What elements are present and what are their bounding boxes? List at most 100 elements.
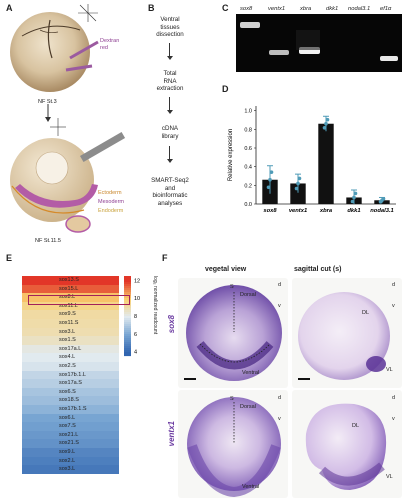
row-sox8: sox8 — [167, 315, 176, 334]
gel-lane-sox8: sox8 — [240, 6, 253, 12]
image-ventx1-vegetal — [178, 390, 288, 498]
x-tick-label: ventx1 — [289, 208, 307, 214]
y-tick-label: 0.6 — [244, 146, 252, 152]
colorbar-label: log₂ normalized readcount — [152, 276, 158, 335]
ventral-label-1: Ventral — [242, 370, 260, 376]
y-tick-label: 0.8 — [244, 127, 252, 133]
heatmap-row: sox4.L — [22, 353, 119, 362]
x-tick-label: xbra — [319, 208, 333, 214]
colorbar-segment — [124, 316, 131, 319]
s-label-2: S — [230, 396, 234, 402]
heatmap-row-label: sox6.L — [59, 414, 76, 421]
data-point — [269, 170, 274, 174]
x-tick-label: dkk1 — [347, 208, 360, 214]
flow-arrow-3 — [166, 146, 173, 163]
heatmap-row: sox1.S — [22, 336, 119, 345]
vl-label-1: VL — [386, 367, 393, 373]
axis-d-3: d — [278, 282, 282, 288]
heatmap-row-label: sox13.S — [59, 277, 79, 283]
heatmap-row-label: sox2.S — [59, 363, 76, 369]
colorbar-tick-label: 4 — [134, 350, 137, 356]
heatmap-row: sox18.S — [22, 396, 119, 405]
stage-st3-label: NF St.3 — [38, 99, 57, 105]
col-sagittal: sagittal cut (s) — [294, 266, 342, 273]
data-point — [296, 181, 300, 186]
heatmap-row-label: sox3.L — [59, 466, 76, 473]
bar-chart: 0.0 0.2 0.4 0.6 0.8 1.0 Relative expression sox… — [228, 106, 396, 214]
heatmap-row: sox15.L — [22, 284, 119, 294]
y-axis-label: Relative expression — [228, 129, 234, 181]
colorbar-segment — [124, 288, 131, 291]
panel-c-label: C — [222, 3, 229, 13]
image-sox8-vegetal — [178, 278, 288, 388]
row-ventx1: ventx1 — [167, 421, 176, 447]
colorbar-segment — [124, 350, 131, 353]
bar-ventx1 — [290, 183, 306, 204]
data-point — [268, 177, 272, 182]
heatmap-row: sox17b.1.S — [22, 405, 119, 414]
heatmap-row-label: sox15.L — [59, 285, 79, 292]
vl-label-2: VL — [386, 474, 393, 480]
axis-v-2: v — [392, 416, 395, 422]
colorbar-segment — [124, 328, 131, 331]
colorbar-segment — [124, 312, 131, 315]
step-dissection: Ventral tissues dissection — [156, 16, 184, 38]
panel-b-label: B — [148, 3, 155, 13]
colorbar-segment — [124, 314, 131, 317]
gel-lane-ef1a: ef1α — [380, 6, 392, 12]
colorbar-segment — [124, 280, 131, 283]
heatmap-row: sox17a.S — [22, 379, 119, 388]
colorbar-segment — [124, 326, 131, 329]
flow-arrow-1 — [166, 43, 173, 60]
heatmap-row: sox21.L — [22, 430, 119, 440]
colorbar-segment — [124, 322, 131, 325]
colorbar-tick-label: 6 — [134, 332, 137, 338]
colorbar-segment — [124, 324, 131, 327]
image-sox8-sagittal — [292, 278, 402, 388]
panel-a-label: A — [6, 3, 13, 13]
heatmap-row-label: sox17b.1.L — [59, 371, 86, 378]
gel-image — [236, 14, 402, 72]
colorbar-segment — [124, 354, 131, 357]
data-point — [324, 121, 328, 126]
heatmap-row-label: sox7.S — [59, 423, 76, 430]
colorbar-segment — [124, 292, 131, 295]
colorbar-segment — [124, 284, 131, 287]
colorbar-segment — [124, 332, 131, 335]
y-tick-label: 0.0 — [244, 202, 252, 208]
heatmap-row-label: sox9.S — [59, 311, 76, 318]
colorbar-segment — [124, 352, 131, 355]
colorbar-segment — [124, 336, 131, 339]
dl-label-1: DL — [362, 310, 370, 316]
colorbar-segment — [124, 282, 131, 285]
heatmap-row: sox9.L — [22, 448, 119, 457]
heatmap-row: sox21.S — [22, 439, 119, 448]
colorbar-segment — [124, 290, 131, 293]
step-cdna: cDNA library — [161, 125, 179, 140]
colorbar-segment — [124, 304, 131, 307]
heatmap-row: sox2.S — [22, 362, 119, 371]
bar-xbra — [318, 123, 334, 204]
data-point — [297, 176, 302, 181]
ectoderm-label: Ectoderm — [98, 190, 122, 196]
heatmap-row: sox7.S — [22, 422, 119, 431]
data-point — [353, 191, 358, 196]
heatmap-row-label: sox18.S — [59, 397, 79, 404]
heatmap-row-label: sox4.L — [59, 354, 76, 361]
heatmap-row: sox17a.L — [22, 344, 119, 354]
colorbar-tick-label: 10 — [134, 296, 140, 302]
gel-lane-nodal: nodal3.1 — [348, 6, 371, 12]
colorbar-segment — [124, 334, 131, 337]
colorbar-segment — [124, 302, 131, 305]
data-point — [381, 196, 386, 201]
heatmap-row-label: sox17a.L — [59, 345, 82, 352]
step-rna: Total RNA extraction — [156, 70, 184, 92]
data-point — [266, 185, 271, 190]
dorsal-label-2: Dorsal — [240, 404, 256, 410]
heatmap-row: sox13.S — [22, 276, 119, 285]
heatmap-row: sox6.L — [22, 413, 119, 423]
colorbar-segment — [124, 346, 131, 349]
colorbar-segment — [124, 286, 131, 289]
heatmap-row-label: sox11.S — [59, 320, 79, 326]
colorbar-tick-label: 8 — [134, 314, 137, 320]
